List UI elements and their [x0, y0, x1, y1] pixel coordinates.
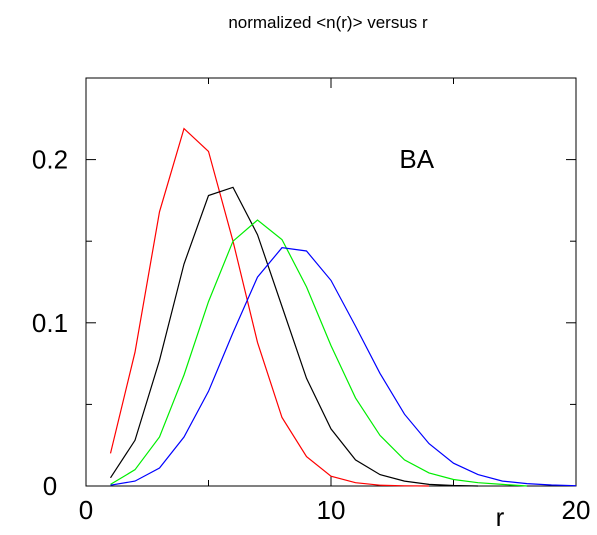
- x-tick-label: 20: [562, 495, 591, 525]
- series-lines: [109, 127, 577, 487]
- y-tick-label: 0.1: [32, 308, 68, 338]
- series-line-2: [109, 186, 479, 487]
- series-line-1: [109, 127, 430, 487]
- y-tick-label: 0.2: [32, 145, 68, 175]
- x-tick-label: 10: [317, 495, 346, 525]
- series-line-4: [110, 247, 577, 487]
- annotation-ba: BA: [399, 144, 434, 174]
- y-tick-label: 0: [43, 471, 57, 501]
- x-axis-label: r: [496, 502, 505, 532]
- axis-ticks: 0 10 20 0 0.1 0.2: [32, 78, 591, 525]
- plot-frame: [85, 77, 577, 487]
- chart-title: normalized <n(r)> versus r: [228, 13, 428, 32]
- x-tick-label: 0: [79, 495, 93, 525]
- series-line-3: [110, 219, 528, 487]
